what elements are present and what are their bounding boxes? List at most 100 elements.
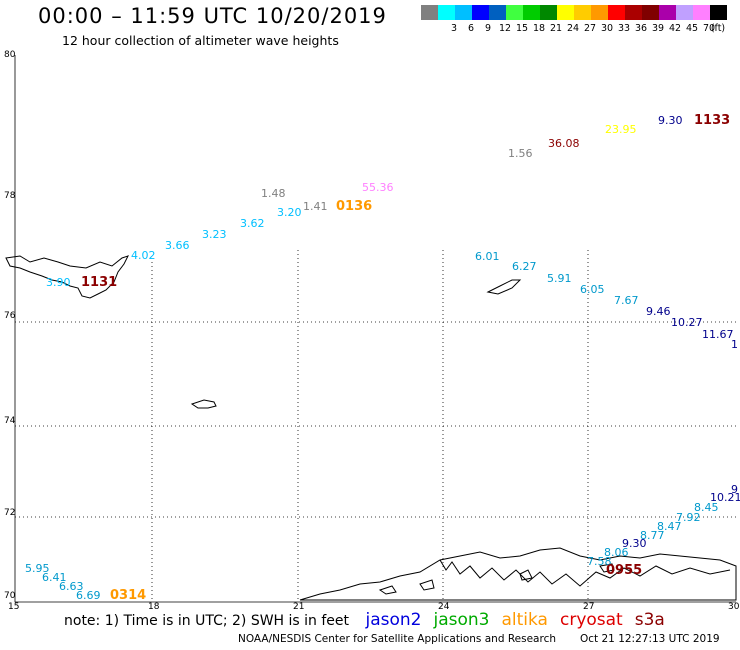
longitude-label: 27 bbox=[583, 602, 594, 612]
note-line: note: 1) Time is in UTC; 2) SWH is in fe… bbox=[64, 610, 673, 630]
wave-height-label: 1.56 bbox=[508, 147, 533, 160]
wave-height-label: 1.48 bbox=[261, 187, 286, 200]
scale-unit: (ft) bbox=[710, 23, 726, 34]
page-subtitle: 12 hour collection of altimeter wave hei… bbox=[62, 33, 339, 48]
longitude-labels: 15 18 21 24 27 30 bbox=[8, 602, 740, 612]
norway-coast bbox=[299, 547, 737, 601]
wave-height-label: 9.46 bbox=[646, 305, 671, 318]
scale-swatch bbox=[693, 5, 710, 20]
scale-swatch bbox=[659, 5, 676, 20]
wave-height-label: 1.41 bbox=[303, 200, 328, 213]
coastlines bbox=[5, 255, 737, 601]
scale-label: 18 bbox=[532, 23, 546, 34]
scale-swatch bbox=[574, 5, 591, 20]
wave-height-label: 3.90 bbox=[46, 276, 71, 289]
wave-height-label: 10.21 bbox=[710, 491, 740, 504]
scale-label: 70 bbox=[702, 23, 716, 34]
longitude-label: 18 bbox=[148, 602, 160, 612]
wave-height-label: 5.95 bbox=[25, 562, 50, 575]
wave-height-label: 1 bbox=[731, 338, 738, 351]
latitude-labels: 80 78 76 74 72 70 bbox=[4, 50, 16, 601]
wave-height-label: 5.91 bbox=[547, 272, 572, 285]
graticule bbox=[15, 250, 736, 602]
kong-karls-land-coast bbox=[486, 279, 522, 295]
wave-height-label: 9.30 bbox=[658, 114, 683, 127]
wave-height-label: 55.36 bbox=[362, 181, 394, 194]
satellite-name: cryosat bbox=[559, 610, 623, 630]
longitude-label: 24 bbox=[438, 602, 450, 612]
scale-swatch bbox=[489, 5, 506, 20]
wave-height-label: 8.06 bbox=[604, 546, 629, 559]
scale-swatch bbox=[523, 5, 540, 20]
scale-swatch bbox=[710, 5, 727, 20]
wave-height-label: 6.01 bbox=[475, 250, 500, 263]
wave-height-label: 6.63 bbox=[59, 580, 84, 593]
wave-height-label: 6.69 bbox=[76, 589, 101, 602]
wave-height-label: 3.23 bbox=[202, 228, 227, 241]
wave-height-label: 10.27 bbox=[671, 316, 703, 329]
scale-label: 24 bbox=[566, 23, 580, 34]
pass-time-label: 1133 bbox=[694, 113, 730, 128]
scale-label: 36 bbox=[634, 23, 648, 34]
scale-swatch bbox=[642, 5, 659, 20]
scale-swatch bbox=[540, 5, 557, 20]
wave-height-labels: 9.30 1133 23.95 36.08 1.56 1.48 55.36 1.41 0136 3… bbox=[25, 113, 740, 603]
satellite-name: jason3 bbox=[433, 610, 490, 630]
scale-label: 9 bbox=[484, 23, 492, 34]
wave-height-label: 11.67 bbox=[702, 328, 734, 341]
page-title: 00:00 – 11:59 UTC 10/20/2019 bbox=[38, 4, 387, 28]
scale-swatch bbox=[676, 5, 693, 20]
latitude-label: 80 bbox=[4, 50, 16, 60]
longitude-label: 15 bbox=[8, 602, 19, 612]
wave-height-label: 3.66 bbox=[165, 239, 190, 252]
scale-swatch bbox=[557, 5, 574, 20]
pass-time-label: 0314 bbox=[110, 588, 146, 603]
scale-swatch bbox=[421, 5, 438, 20]
scale-label: 45 bbox=[685, 23, 699, 34]
wave-height-label: 6.27 bbox=[512, 260, 537, 273]
svalbard-coast bbox=[5, 255, 129, 299]
pass-time-label: 0955 bbox=[606, 563, 642, 578]
wave-height-label: 7.58 bbox=[587, 555, 612, 568]
wave-height-label: 7.92 bbox=[676, 511, 701, 524]
scale-label: 39 bbox=[651, 23, 665, 34]
latitude-label: 70 bbox=[4, 591, 16, 601]
longitude-label: 21 bbox=[293, 602, 304, 612]
footer-credit: NOAA/NESDIS Center for Satellite Applica… bbox=[238, 633, 556, 645]
wave-height-label: 3.20 bbox=[277, 206, 302, 219]
scale-label: 6 bbox=[467, 23, 475, 34]
satellite-name: s3a bbox=[634, 610, 665, 630]
scale-swatch bbox=[506, 5, 523, 20]
pass-time-label: 0136 bbox=[336, 199, 372, 214]
satellite-name: altika bbox=[501, 610, 548, 630]
wave-height-label: 8.77 bbox=[640, 529, 665, 542]
latitude-label: 72 bbox=[4, 508, 15, 518]
satellite-name: jason2 bbox=[365, 610, 422, 630]
latitude-label: 74 bbox=[4, 416, 16, 426]
wave-height-label: 9.30 bbox=[622, 537, 647, 550]
wave-height-label: 9 bbox=[731, 483, 738, 496]
scale-swatch bbox=[608, 5, 625, 20]
wave-height-label: 36.08 bbox=[548, 137, 580, 150]
wave-height-label: 6.41 bbox=[42, 571, 67, 584]
scale-label: 15 bbox=[515, 23, 529, 34]
norway-islands bbox=[378, 563, 615, 595]
scale-swatch bbox=[625, 5, 642, 20]
note-text: note: 1) Time is in UTC; 2) SWH is in fe… bbox=[64, 613, 350, 629]
wave-height-label: 8.45 bbox=[694, 501, 719, 514]
footer-generated-date: Oct 21 12:27:13 UTC 2019 bbox=[580, 633, 720, 645]
scale-swatch bbox=[438, 5, 455, 20]
latitude-label: 76 bbox=[4, 311, 16, 321]
scale-label: 12 bbox=[498, 23, 512, 34]
bear-island-coast bbox=[190, 399, 217, 409]
scale-label: 3 bbox=[450, 23, 458, 34]
scale-label: 27 bbox=[583, 23, 597, 34]
latitude-label: 78 bbox=[4, 191, 16, 201]
scale-label: 42 bbox=[668, 23, 682, 34]
wave-height-label: 4.02 bbox=[131, 249, 156, 262]
scale-swatch bbox=[591, 5, 608, 20]
scale-swatch bbox=[455, 5, 472, 20]
wave-height-label: 3.62 bbox=[240, 217, 265, 230]
longitude-label: 30 bbox=[728, 602, 740, 612]
